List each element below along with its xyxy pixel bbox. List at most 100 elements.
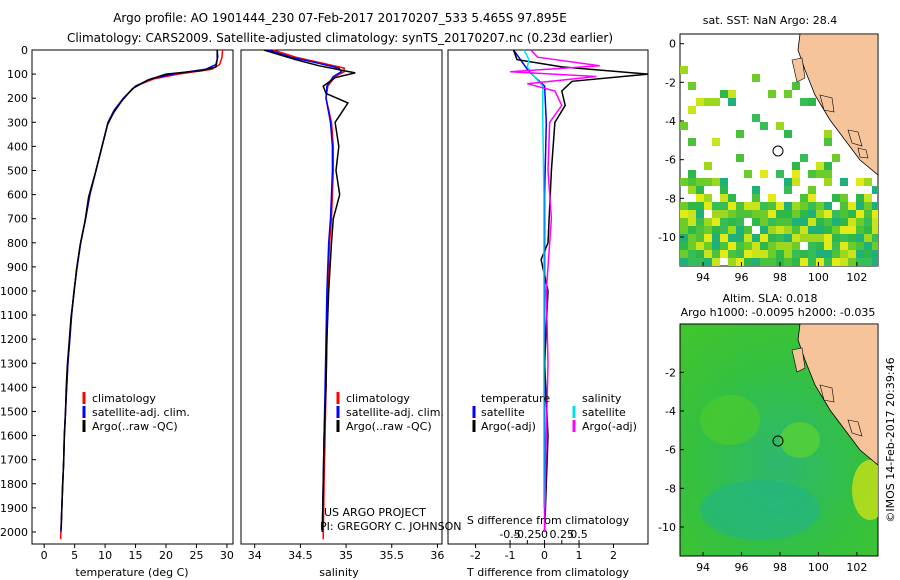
sst-cell xyxy=(728,218,736,226)
sst-cell xyxy=(784,210,792,218)
sst-cell xyxy=(808,234,816,242)
series-line-argo-raw-qc- xyxy=(263,49,356,533)
sla-map-axes: 94 96 98 100 102 -2 -4 -6 -8 -10 xyxy=(658,366,867,574)
sst-cell xyxy=(688,218,696,226)
x-tick-label: 15 xyxy=(129,549,143,562)
temperature-axis-label: temperature (deg C) xyxy=(75,566,188,579)
lat-tick-label: -6 xyxy=(665,444,676,457)
depth-tick-label: 900 xyxy=(7,261,28,274)
sst-cell xyxy=(832,250,840,258)
sla-map-panel: Altim. SLA: 0.018 Argo h1000: -0.0095 h2… xyxy=(658,292,879,574)
sst-cell xyxy=(752,210,760,218)
sst-cell xyxy=(728,250,736,258)
sst-cell xyxy=(800,210,808,218)
sst-cell xyxy=(760,202,768,210)
sst-cell xyxy=(736,242,744,250)
series-line-salinity-satellite xyxy=(523,49,545,508)
sst-cell xyxy=(688,170,696,178)
t-difference-axis-label: T difference from climatology xyxy=(466,566,629,579)
sst-cell xyxy=(704,178,712,186)
depth-tick-label: 1400 xyxy=(0,381,28,394)
sst-cell xyxy=(744,170,752,178)
lat-tick-label: 0 xyxy=(669,38,676,51)
sst-cell xyxy=(704,250,712,258)
argo-float-marker xyxy=(772,145,784,157)
legend-label-t-argo: Argo(-adj) xyxy=(481,420,536,433)
sst-cell xyxy=(832,194,840,202)
sst-cell xyxy=(856,210,864,218)
sst-cell xyxy=(752,250,760,258)
sst-cell xyxy=(808,186,816,194)
x-tick-label: 20 xyxy=(159,549,173,562)
sst-cell xyxy=(840,226,848,234)
sla-map-anomalies xyxy=(700,395,878,540)
sst-cell xyxy=(824,250,832,258)
sst-cell xyxy=(688,186,696,194)
sst-cell xyxy=(824,218,832,226)
sst-cell xyxy=(848,218,856,226)
sst-cell xyxy=(840,202,848,210)
sst-cell xyxy=(720,202,728,210)
sst-cell xyxy=(752,194,760,202)
sst-cell xyxy=(680,242,688,250)
sst-cell xyxy=(776,202,784,210)
x-tick-label: 0 xyxy=(41,549,48,562)
sst-cell xyxy=(768,194,776,202)
sst-cell xyxy=(816,250,824,258)
depth-tick-label: 1100 xyxy=(0,309,28,322)
sst-cell xyxy=(688,106,696,114)
legend-head-temperature: temperature xyxy=(481,392,550,405)
sst-cell xyxy=(808,242,816,250)
sst-cell xyxy=(720,242,728,250)
sst-cell xyxy=(776,210,784,218)
sla-anomaly xyxy=(700,395,760,445)
sst-cell xyxy=(848,250,856,258)
sst-cell xyxy=(848,234,856,242)
sst-cell xyxy=(712,234,720,242)
sst-cell xyxy=(872,186,878,194)
sst-cell xyxy=(872,258,878,266)
sst-cell xyxy=(824,130,832,138)
sst-cell xyxy=(720,234,728,242)
sst-cell xyxy=(728,234,736,242)
sst-cell xyxy=(792,242,800,250)
series-line-climatology xyxy=(59,49,224,540)
sst-cell xyxy=(872,210,878,218)
sst-cell xyxy=(856,258,864,266)
sst-cell xyxy=(696,250,704,258)
sst-cell xyxy=(768,226,776,234)
sst-cell xyxy=(760,250,768,258)
sst-cell xyxy=(744,202,752,210)
sst-cell xyxy=(872,226,878,234)
sst-cell xyxy=(792,162,800,170)
sst-cell xyxy=(688,242,696,250)
sst-cell xyxy=(752,202,760,210)
sst-cell xyxy=(696,258,704,266)
sst-cell xyxy=(704,162,712,170)
sst-cell xyxy=(816,162,824,170)
sst-cell xyxy=(768,90,776,98)
difference-plot-frame xyxy=(447,49,649,545)
lon-tick-label: 102 xyxy=(846,561,867,574)
sst-cell xyxy=(720,210,728,218)
legend-label-s-satellite: satellite xyxy=(582,406,626,419)
sst-cell xyxy=(816,258,824,266)
sst-cell xyxy=(824,258,832,266)
sst-cell xyxy=(688,258,696,266)
sst-cell xyxy=(736,202,744,210)
sst-cell xyxy=(680,210,688,218)
legend-head-salinity: salinity xyxy=(582,392,622,405)
sst-cell xyxy=(784,218,792,226)
s-tick-label: -0.5 xyxy=(499,528,520,541)
sst-cell xyxy=(768,218,776,226)
sst-cell xyxy=(840,178,848,186)
legend-label-climatology: climatology xyxy=(346,392,410,405)
imos-timestamp: ©IMOS 14-Feb-2017 20:39:46 xyxy=(884,357,897,522)
x-tick-label: 35 xyxy=(339,549,353,562)
sst-cell xyxy=(728,194,736,202)
sst-cell xyxy=(808,250,816,258)
x-tick-label: 1 xyxy=(576,549,583,562)
sst-cell xyxy=(776,170,784,178)
sst-cell xyxy=(776,122,784,130)
